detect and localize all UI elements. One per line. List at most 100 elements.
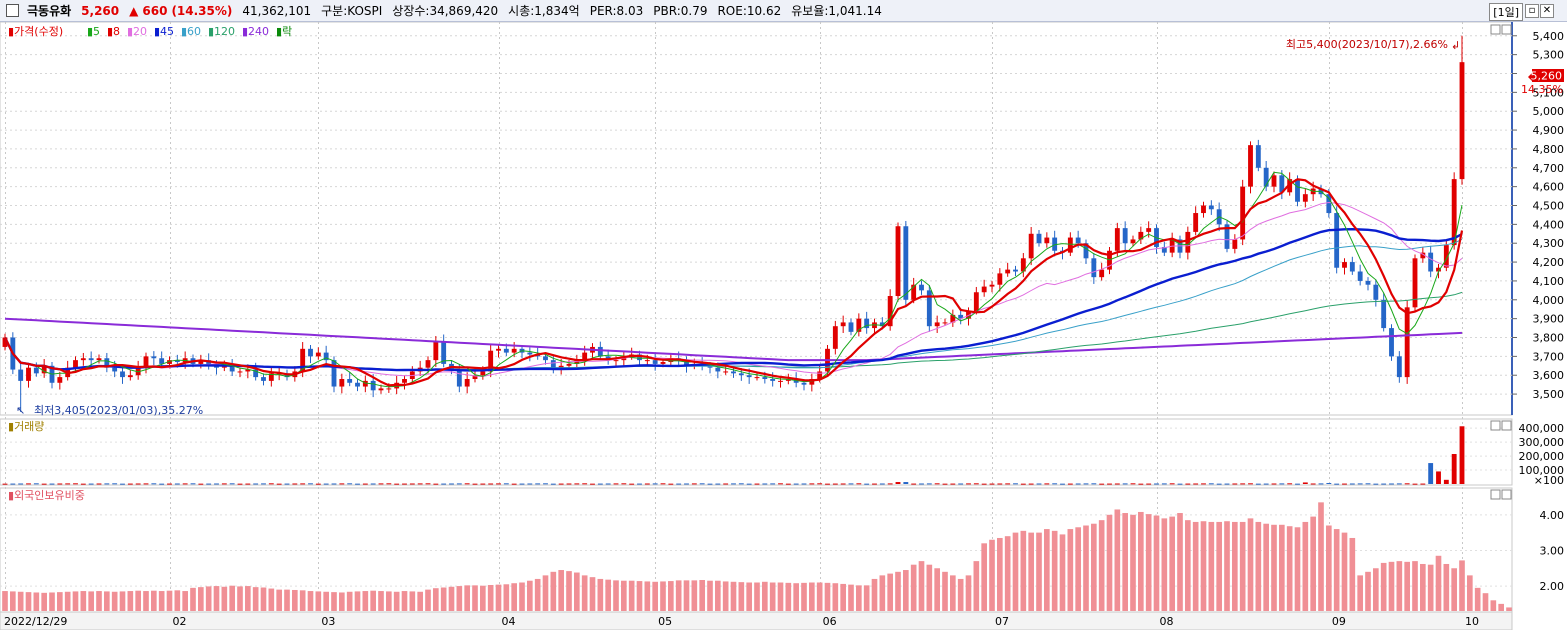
volume-bar bbox=[981, 483, 987, 485]
candle-body bbox=[1020, 258, 1026, 272]
foreign-ratio-bar bbox=[621, 580, 627, 611]
foreign-ratio-bar bbox=[80, 591, 87, 611]
foreign-ratio-bar bbox=[1161, 518, 1168, 611]
candle-body bbox=[801, 382, 807, 385]
foreign-legend: ▮외국인보유비중 bbox=[8, 489, 85, 502]
foreign-ratio-bar bbox=[1153, 515, 1160, 611]
foreign-ratio-bar bbox=[809, 582, 815, 611]
volume-bar bbox=[691, 483, 697, 485]
volume-bar bbox=[989, 483, 995, 485]
volume-bar bbox=[1130, 483, 1136, 485]
foreign-tick-label: 4.00 bbox=[1540, 509, 1565, 522]
candle-body bbox=[120, 371, 125, 378]
panel-buttons[interactable] bbox=[1490, 24, 1512, 500]
volume-bar bbox=[778, 483, 783, 485]
foreign-ratio-bar bbox=[1294, 527, 1301, 611]
foreign-ratio-bar bbox=[64, 591, 71, 611]
price-change: 660 bbox=[142, 3, 168, 18]
volume-bar bbox=[723, 483, 729, 485]
foreign-ratio-bar bbox=[276, 589, 282, 611]
candle-body bbox=[1067, 237, 1073, 253]
restore-icon[interactable]: ▫ bbox=[1525, 4, 1539, 18]
candle-body bbox=[887, 296, 893, 327]
volume-bar bbox=[378, 483, 384, 485]
price-tick-label: 4,400 bbox=[1533, 218, 1565, 231]
price-tick-label: 4,800 bbox=[1533, 143, 1565, 156]
foreign-ratio-bar bbox=[1451, 568, 1457, 611]
pbr-value: PBR:0.79 bbox=[653, 3, 708, 18]
foreign-ratio-bar bbox=[252, 587, 259, 611]
volume-bar bbox=[762, 483, 768, 485]
volume-bar bbox=[676, 483, 682, 485]
volume-bar bbox=[550, 483, 556, 485]
high-marker-icon: ↲ bbox=[1451, 39, 1460, 52]
x-axis-bg bbox=[0, 611, 1513, 630]
candle-body bbox=[1373, 284, 1379, 300]
foreign-ratio-bar bbox=[1138, 511, 1144, 611]
foreign-ratio-bar bbox=[1028, 532, 1034, 611]
foreign-ratio-bar bbox=[910, 564, 917, 611]
foreign-ratio-bar bbox=[1286, 526, 1293, 611]
foreign-ratio-bar bbox=[699, 580, 705, 611]
period-selector[interactable]: [1일] bbox=[1489, 3, 1523, 21]
volume-bar bbox=[1201, 483, 1206, 485]
volume-bar bbox=[1083, 483, 1089, 485]
ma-5-line bbox=[4, 171, 1463, 388]
candle-body bbox=[895, 226, 901, 297]
candle-body bbox=[1005, 269, 1011, 274]
chart-canvas[interactable]: 3,500 3,600 3,700 3,800 3,900 4,000 4,100 4,200… bbox=[0, 22, 1567, 630]
foreign-ratio-bar bbox=[660, 581, 666, 611]
candle-body bbox=[840, 322, 846, 327]
candle-body bbox=[1130, 239, 1136, 244]
foreign-ratio-bar bbox=[354, 591, 361, 611]
volume-bar bbox=[1036, 483, 1042, 485]
candle-body bbox=[574, 360, 580, 364]
candle-body bbox=[33, 367, 39, 374]
foreign-ratio-bar bbox=[1216, 521, 1222, 611]
svg-text:5,260: 5,260 bbox=[1531, 70, 1563, 83]
price-tick-label: 4,600 bbox=[1533, 181, 1565, 194]
volume-bar bbox=[1114, 483, 1120, 485]
foreign-ratio-bar bbox=[1506, 607, 1512, 611]
candle-body bbox=[1326, 194, 1332, 214]
stock-name[interactable]: 극동유화 bbox=[27, 4, 72, 18]
volume-bar bbox=[527, 483, 533, 485]
volume-bar bbox=[1381, 483, 1387, 485]
candle-body bbox=[817, 371, 823, 379]
candle-body bbox=[80, 358, 86, 361]
market-cap: 시총:1,834억 bbox=[508, 4, 580, 18]
price-tick-label: 5,300 bbox=[1533, 49, 1565, 62]
x-tick-label: 2022/12/29 bbox=[4, 615, 67, 628]
price-tick-label: 5,000 bbox=[1533, 105, 1565, 118]
foreign-ratio-bar bbox=[1247, 518, 1254, 611]
volume-bar bbox=[480, 483, 486, 485]
close-icon[interactable]: ✕ bbox=[1540, 4, 1554, 18]
foreign-ratio-bar bbox=[425, 589, 431, 611]
foreign-ratio-bar bbox=[1490, 600, 1497, 611]
foreign-ratio-bar bbox=[1239, 521, 1246, 611]
price-tick-label: 3,800 bbox=[1533, 332, 1565, 345]
foreign-ratio-bar bbox=[1145, 514, 1152, 611]
volume-bar bbox=[488, 483, 494, 485]
candle-body bbox=[96, 358, 102, 361]
foreign-ratio-bar bbox=[542, 575, 549, 611]
foreign-ratio-bar bbox=[1271, 524, 1277, 611]
volume-bar bbox=[1044, 483, 1050, 485]
select-checkbox[interactable] bbox=[6, 4, 19, 17]
candle-body bbox=[762, 377, 768, 379]
foreign-ratio-bar bbox=[934, 568, 940, 611]
foreign-ratio-bar bbox=[151, 590, 157, 611]
volume-bar bbox=[942, 483, 948, 485]
volume-bar bbox=[1060, 483, 1065, 485]
foreign-ratio-bar bbox=[1200, 521, 1207, 611]
foreign-ratio-bar bbox=[1443, 563, 1450, 611]
volume-bar bbox=[300, 483, 306, 485]
candle-body bbox=[1091, 258, 1097, 278]
candle-body bbox=[558, 365, 564, 368]
candle-body bbox=[809, 378, 815, 385]
candle-body bbox=[253, 369, 259, 378]
volume-bar bbox=[1138, 483, 1144, 485]
candle-body bbox=[1052, 237, 1058, 251]
candle-body bbox=[104, 358, 110, 368]
